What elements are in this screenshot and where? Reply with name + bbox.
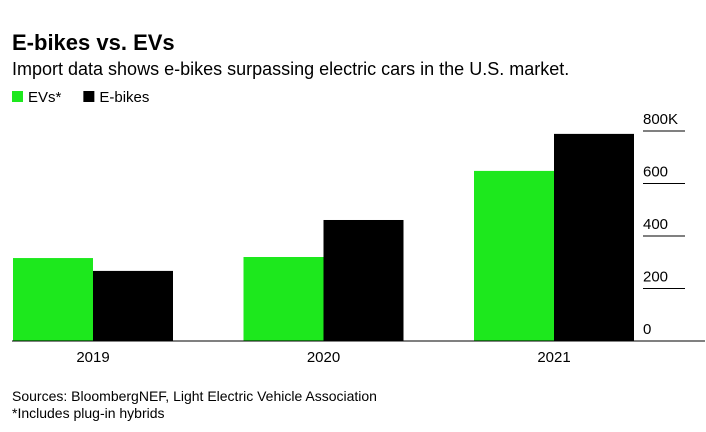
bar [323,219,404,341]
legend-swatch [12,91,23,102]
y-tick-label: 400 [643,216,668,233]
bar [243,257,324,341]
bar [554,133,634,341]
bar [474,170,554,341]
legend-swatch [83,91,95,102]
chart-subtitle: Import data shows e-bikes surpassing ele… [12,59,569,79]
x-tick-label: 2020 [307,349,340,366]
legend-label: EVs* [28,89,62,106]
legend-label: E-bikes [99,89,149,106]
y-tick-label: 800K [643,111,678,128]
bar [13,258,93,341]
source: Sources: BloombergNEF, Light Electric Ve… [12,388,377,404]
x-tick-label: 2021 [537,349,570,366]
bar [93,270,173,341]
footnote: *Includes plug-in hybrids [12,405,165,421]
y-tick-label: 0 [643,321,651,338]
x-tick-label: 2019 [76,349,109,366]
y-tick-label: 600 [643,164,668,181]
chart-title: E-bikes vs. EVs [12,30,175,55]
y-tick-label: 200 [643,269,668,286]
